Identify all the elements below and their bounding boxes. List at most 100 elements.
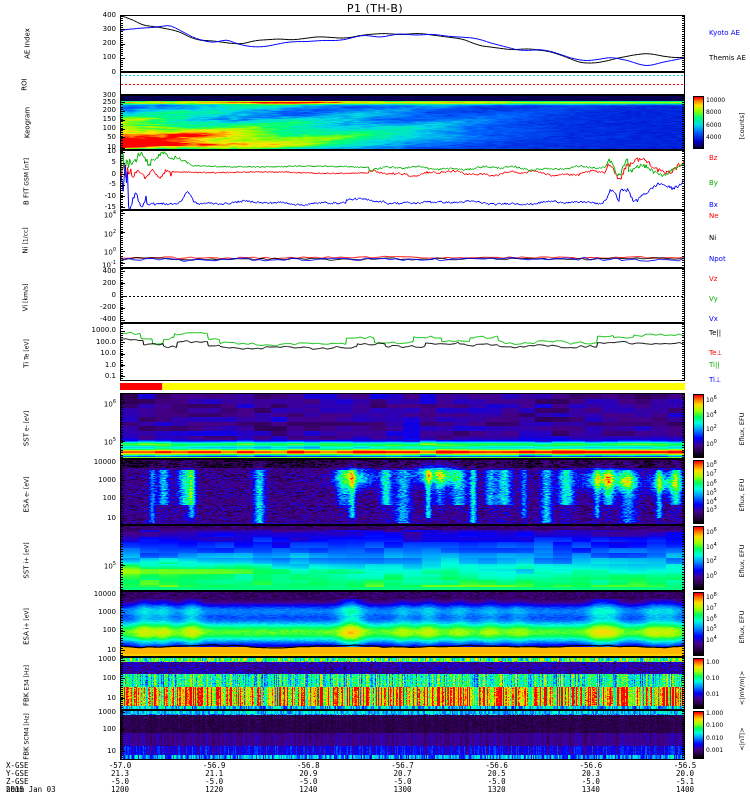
panel-esa-ion [120,591,685,657]
legend-te: Te|| [709,329,722,337]
minor-tick [682,442,685,444]
legend-ti: Ti|| [709,361,720,369]
ytick-bfit-2: 0 [111,169,116,178]
minor-tick [682,235,685,237]
minor-tick [682,119,685,121]
minor-tick [682,632,685,634]
minor-tick [120,100,123,102]
minor-tick [682,40,685,42]
minor-tick [682,546,685,548]
ytick-fbk-scm4-0: 1000 [98,707,116,716]
minor-tick [682,337,685,339]
minor-tick [120,167,123,169]
minor-tick [682,576,685,578]
minor-tick [120,736,123,737]
minor-tick [682,614,685,616]
axis-tick-x-gse-1: -56.9 [202,761,226,770]
minor-tick [120,576,123,578]
minor-tick [120,513,123,515]
cbtick-keogram-0: 10000 [706,97,726,105]
ytick-ti-te-1: 100.0 [95,337,116,346]
minor-tick [682,311,685,313]
minor-tick [682,346,685,348]
minor-tick [682,174,685,176]
minor-tick [120,574,123,576]
minor-tick [682,574,685,576]
minor-tick [120,292,123,294]
minor-tick [120,660,123,662]
minor-tick [120,302,123,304]
minor-tick [120,477,123,479]
minor-tick [682,117,685,119]
minor-tick [682,726,685,728]
minor-tick [120,678,123,680]
minor-tick [120,533,123,535]
minor-tick [682,231,685,233]
minor-tick [682,755,685,757]
minor-tick [120,300,123,302]
minor-tick [682,183,685,185]
page-title: P1 (TH-B) [346,2,404,15]
ylabel-ni: Ni [1/cc] [21,227,30,254]
ytick-vi-3: -200 [100,303,116,312]
minor-tick [682,749,685,751]
minor-tick [120,399,123,401]
minor-tick [120,46,123,48]
minor-tick [120,364,123,366]
minor-tick [120,460,123,461]
minor-tick [682,123,685,125]
minor-tick [682,155,685,157]
minor-tick [682,645,685,647]
cbtick-fbk-e34-2: 0.01 [706,691,720,699]
minor-tick [120,204,123,206]
minor-tick [682,465,685,467]
minor-tick [120,160,123,162]
minor-tick [682,495,685,497]
axis-tick-y-gse-6: 20.0 [675,769,695,778]
minor-tick [120,427,123,428]
minor-tick [120,480,123,482]
minor-tick [682,37,685,39]
minor-tick [120,722,123,724]
minor-tick [120,536,123,538]
minor-tick [682,720,685,722]
minor-tick [120,548,123,550]
minor-tick [120,485,123,487]
minor-tick [682,449,685,451]
minor-tick [682,106,685,108]
ytickmark-ae-index-0 [120,15,125,16]
minor-tick [120,228,123,230]
minor-tick [682,714,685,716]
minor-tick [120,424,123,426]
minor-tick [120,444,123,446]
minor-tick [682,462,685,464]
minor-tick [682,518,685,520]
minor-tick [120,62,123,64]
minor-tick [682,676,685,678]
minor-tick [120,739,123,741]
legend-te: Te⊥ [709,349,723,357]
minor-tick [120,439,123,441]
minor-tick [682,146,685,148]
minor-tick [682,503,685,505]
minor-tick [682,753,685,755]
minor-tick [120,406,123,408]
minor-tick [120,119,123,121]
minor-tick [682,655,685,657]
minor-tick [682,55,685,57]
colorbar-esa-ion [693,592,704,656]
minor-tick [120,753,123,755]
minor-tick [682,42,685,44]
minor-tick [120,164,123,166]
minor-tick [120,647,123,649]
minor-tick [120,201,123,203]
minor-tick [120,157,123,159]
minor-tick [682,548,685,550]
minor-tick [120,658,123,659]
minor-tick [120,614,123,616]
minor-tick [120,296,123,298]
minor-tick [682,609,685,611]
minor-tick [120,632,123,634]
minor-tick [120,22,123,24]
minor-tick [120,674,123,676]
